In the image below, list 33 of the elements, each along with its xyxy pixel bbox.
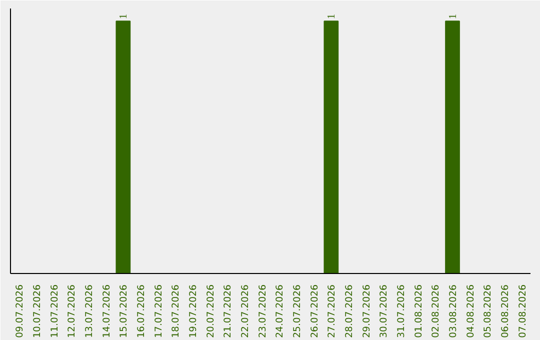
x-tick-label: 19.07.2026 <box>188 284 199 338</box>
x-tick-label: 20.07.2026 <box>205 284 216 338</box>
x-tick-label: 05.08.2026 <box>482 284 494 338</box>
x-tick-label: 07.08.2026 <box>517 284 528 338</box>
x-tick-label: 12.07.2026 <box>66 284 78 338</box>
x-tick-label: 06.08.2026 <box>500 284 511 338</box>
x-tick-label: 24.07.2026 <box>274 284 286 338</box>
x-tick-label: 14.07.2026 <box>101 284 112 338</box>
x-tick-label: 26.07.2026 <box>309 284 320 338</box>
x-tick-label: 23.07.2026 <box>257 284 268 338</box>
x-tick-label: 09.07.2026 <box>14 284 26 338</box>
x-tick-label: 13.07.2026 <box>84 284 95 338</box>
data-label: 1 <box>448 14 459 20</box>
x-tick-label: 03.08.2026 <box>448 284 459 338</box>
x-tick-label: 30.07.2026 <box>378 284 390 338</box>
x-tick-label: 21.07.2026 <box>222 284 234 338</box>
x-tick-label: 15.07.2026 <box>118 284 130 338</box>
x-tick-label: 10.07.2026 <box>32 284 43 338</box>
x-tick-label: 11.07.2026 <box>49 284 60 338</box>
data-label: 1 <box>118 14 130 20</box>
x-tick-label: 02.08.2026 <box>430 284 442 338</box>
x-tick-label: 16.07.2026 <box>136 284 147 338</box>
x-tick-label: 31.07.2026 <box>396 284 407 338</box>
x-tick-label: 18.07.2026 <box>170 284 182 338</box>
data-label: 1 <box>326 14 338 20</box>
x-tick-label: 17.07.2026 <box>153 284 164 338</box>
x-tick-label: 29.07.2026 <box>361 284 372 338</box>
x-tick-label: 22.07.2026 <box>240 284 251 338</box>
x-tick-label: 28.07.2026 <box>344 284 355 338</box>
x-tick-label: 27.07.2026 <box>326 284 338 338</box>
x-tick-label: 25.07.2026 <box>292 284 303 338</box>
x-tick-label: 04.08.2026 <box>465 284 476 338</box>
x-tick-label: 01.08.2026 <box>413 284 424 338</box>
